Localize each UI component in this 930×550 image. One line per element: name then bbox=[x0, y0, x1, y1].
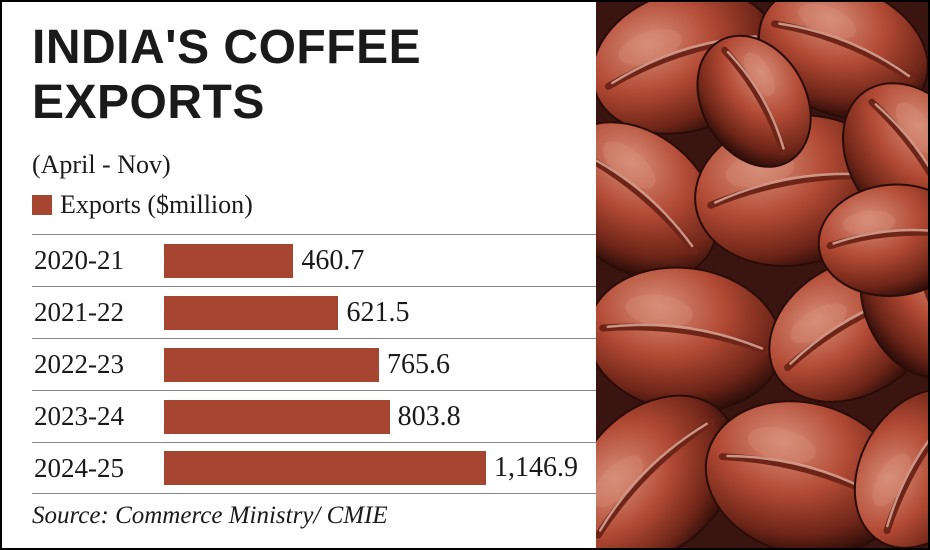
coffee-beans-image bbox=[596, 2, 928, 548]
bar-row: 2023-24 803.8 bbox=[32, 390, 596, 442]
bar-row: 2021-22 621.5 bbox=[32, 286, 596, 338]
legend-text: Exports ($million) bbox=[60, 190, 253, 220]
bar bbox=[164, 244, 293, 278]
bar-row-label: 2024-25 bbox=[32, 453, 164, 484]
bar bbox=[164, 400, 390, 434]
bar bbox=[164, 348, 379, 382]
bar-area: 460.7 bbox=[164, 235, 596, 286]
bar-value: 1,146.9 bbox=[494, 452, 578, 484]
bar-value: 765.6 bbox=[387, 349, 450, 381]
bar-area: 803.8 bbox=[164, 391, 596, 442]
bar-value: 460.7 bbox=[301, 245, 364, 277]
chart-title: INDIA'S COFFEE EXPORTS bbox=[32, 20, 596, 130]
legend-swatch bbox=[32, 195, 52, 215]
bar-row-label: 2023-24 bbox=[32, 401, 164, 432]
bar bbox=[164, 296, 338, 330]
bar-row: 2020-21 460.7 bbox=[32, 234, 596, 286]
bar-row: 2022-23 765.6 bbox=[32, 338, 596, 390]
bar bbox=[164, 451, 486, 485]
chart-subtitle: (April - Nov) bbox=[32, 150, 596, 180]
bar-row: 2024-25 1,146.9 bbox=[32, 442, 596, 494]
bar-value: 803.8 bbox=[398, 401, 461, 433]
bar-area: 1,146.9 bbox=[164, 443, 596, 493]
bar-area: 765.6 bbox=[164, 339, 596, 390]
bar-chart: 2020-21 460.7 2021-22 621.5 2022-23 765.6 2023… bbox=[32, 234, 596, 494]
bar-value: 621.5 bbox=[346, 297, 409, 329]
bar-row-label: 2022-23 bbox=[32, 349, 164, 380]
bar-row-label: 2020-21 bbox=[32, 245, 164, 276]
bar-row-label: 2021-22 bbox=[32, 297, 164, 328]
legend: Exports ($million) bbox=[32, 190, 596, 220]
bar-area: 621.5 bbox=[164, 287, 596, 338]
source-text: Source: Commerce Ministry/ CMIE bbox=[32, 502, 596, 530]
